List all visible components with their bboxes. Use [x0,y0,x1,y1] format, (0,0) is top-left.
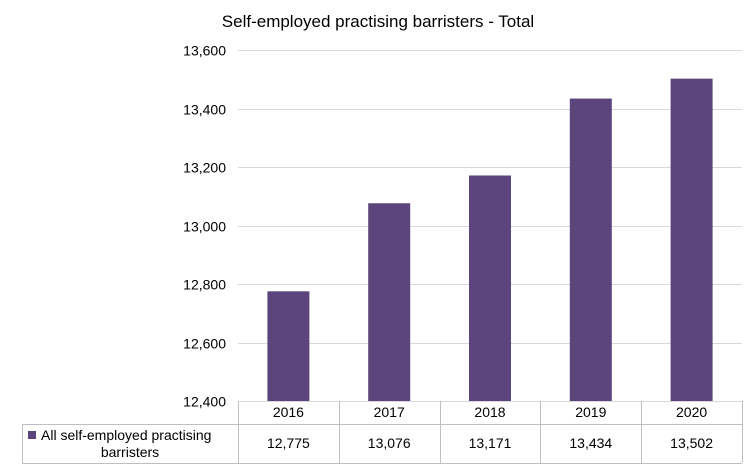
y-tick-label: 13,600 [183,43,226,59]
bars [267,78,713,402]
bar-2019 [569,98,612,402]
x-tick-label: 2020 [676,404,707,420]
y-axis-tick-labels: 12,400 12,600 12,800 13,000 13,200 13,400 13,6… [183,43,226,410]
y-tick-label: 13,000 [183,219,226,235]
bar-2016 [267,291,310,401]
y-tick-label: 12,400 [183,394,226,410]
bar-2020 [670,78,713,401]
x-tick-label: 2019 [575,404,606,420]
chart-title: Self-employed practising barristers - To… [222,12,534,31]
data-label: 13,076 [368,435,411,451]
x-tick-label: 2018 [474,404,505,420]
data-label: 13,434 [569,435,612,451]
y-tick-label: 12,800 [183,277,226,293]
x-tick-label: 2016 [273,404,304,420]
y-tick-label: 12,600 [183,336,226,352]
bar-2017 [368,203,411,401]
y-tick-label: 13,200 [183,160,226,176]
legend-label: All self-employed practising [41,427,211,443]
data-table: 2016 12,775 2017 13,076 2018 13,171 2019 13,434… [22,401,743,464]
legend-label: barristers [101,444,159,460]
data-label: 12,775 [267,435,310,451]
data-label: 13,171 [469,435,512,451]
y-tick-label: 13,400 [183,102,226,118]
x-tick-label: 2017 [374,404,405,420]
data-label: 13,502 [670,435,713,451]
legend-swatch [28,431,36,439]
bar-2018 [469,175,511,401]
